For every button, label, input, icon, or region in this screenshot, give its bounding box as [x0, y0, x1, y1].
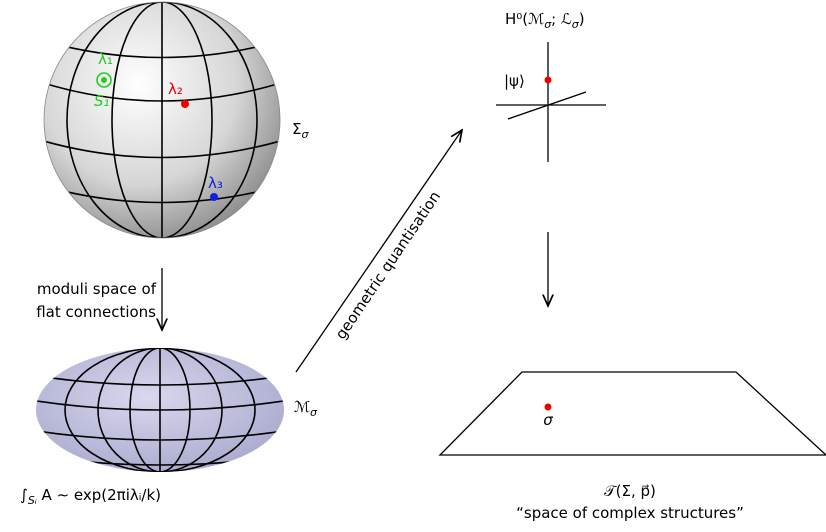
page: {"sphere": {"lambda1": "λ₁", "s1": "S₁",…: [0, 0, 826, 528]
sub: σ: [301, 128, 309, 141]
m-sigma: ℳσ: [294, 398, 318, 419]
part: ; ℒ: [551, 10, 572, 28]
ket: |ψ⟩: [504, 72, 525, 90]
sigma: σ: [543, 411, 553, 429]
arrow-label: flat connections: [36, 303, 156, 321]
axes: [496, 42, 606, 162]
teichmuller-caption: “space of complex structures”: [516, 504, 744, 522]
teichmuller-title: 𝒯(Σ, p⃗): [604, 482, 656, 500]
lambda-1: λ₁: [98, 50, 113, 68]
plane: [440, 372, 826, 455]
arrow-label: geometric quantisation: [332, 188, 445, 343]
base: Σ: [292, 120, 301, 138]
hilbert-title: H⁰(ℳσ; ℒσ): [505, 10, 585, 31]
sub: σ: [310, 406, 318, 419]
arrow-label: moduli space of: [37, 280, 157, 298]
lambda-3: λ₃: [208, 174, 223, 192]
state-point: [545, 77, 552, 84]
s-1: S₁: [94, 92, 110, 110]
part: ): [579, 10, 585, 28]
sphere: [40, 0, 284, 240]
ellipsoid: [30, 345, 290, 475]
integral: ∫: [20, 486, 28, 504]
formula: ∫Sᵢ A ∼ exp(2πiλᵢ/k): [20, 486, 161, 507]
sigma-point: [545, 404, 552, 411]
part: H⁰(ℳ: [505, 10, 544, 28]
base: ℳ: [294, 398, 310, 416]
diagram: λ₁ S₁ λ₂ λ₃ Σσ moduli space of flat conn…: [0, 0, 826, 528]
lambda-2: λ₂: [168, 80, 183, 98]
sigma-label: Σσ: [292, 120, 309, 141]
arrow: [296, 130, 462, 372]
sub: Sᵢ: [28, 494, 37, 507]
rest: A ∼ exp(2πiλᵢ/k): [37, 486, 161, 504]
